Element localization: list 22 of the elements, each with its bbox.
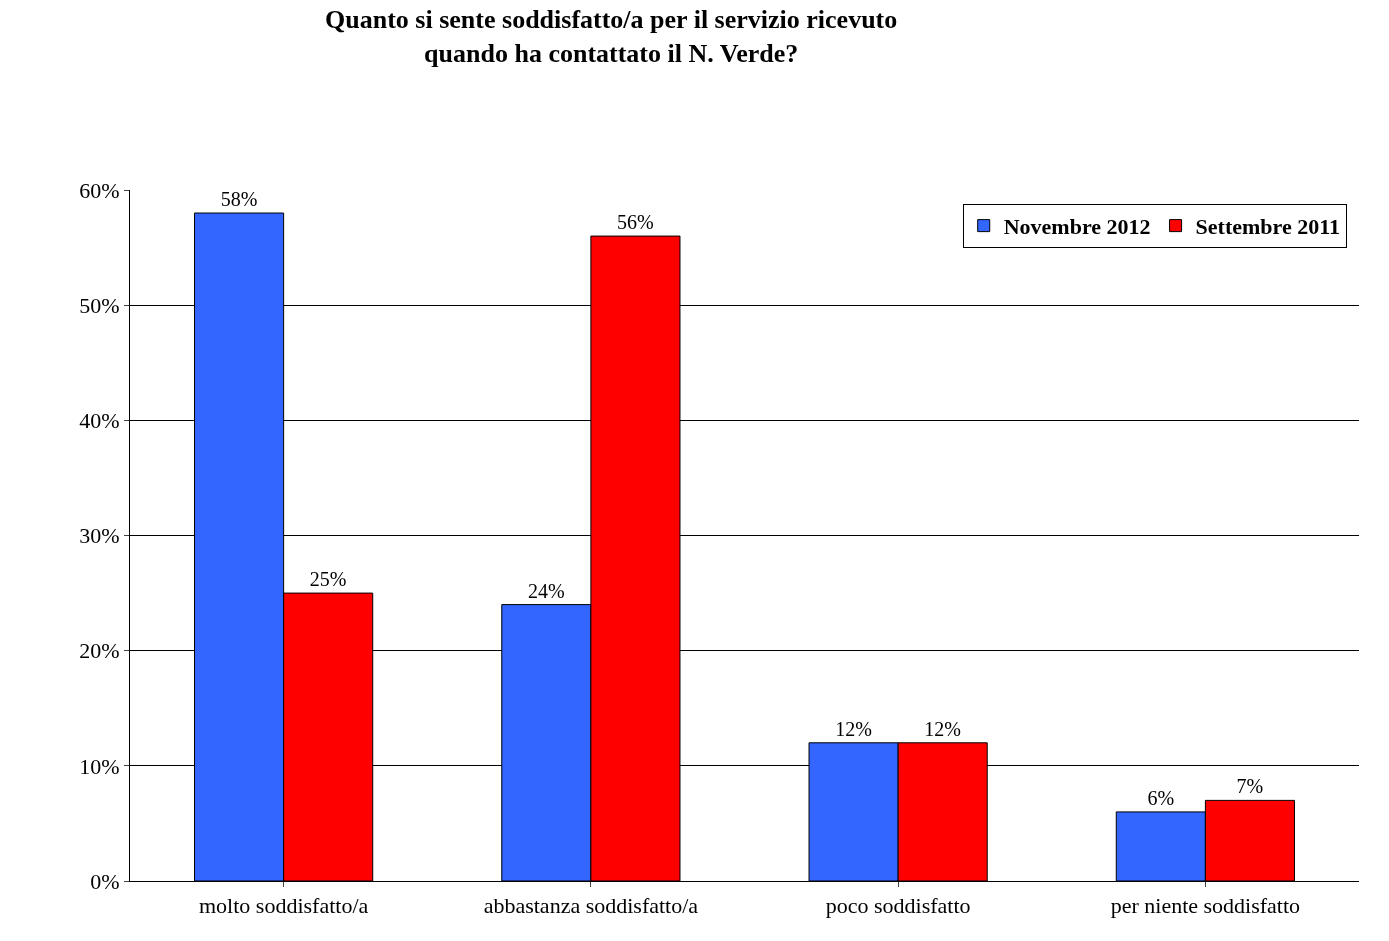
legend-label: Settembre 2011 xyxy=(1195,214,1340,240)
chart-title: Quanto si sente soddisfatto/a per il servizio ricevuto quando ha contattato il N. Verde? xyxy=(325,5,898,69)
y-tick-label: 10% xyxy=(79,753,120,779)
x-tick-label: poco soddisfatto xyxy=(825,893,971,919)
x-tick-label: abbastanza soddisfatto/a xyxy=(483,893,699,919)
y-tick-label: 40% xyxy=(79,408,120,434)
y-tick-label: 50% xyxy=(79,292,120,318)
data-label: 58% xyxy=(220,188,258,211)
y-tick-label: 30% xyxy=(79,523,120,549)
data-label: 12% xyxy=(835,717,872,740)
x-tick-label: molto soddisfatto/a xyxy=(199,893,369,919)
y-tick-label: 0% xyxy=(90,868,120,894)
legend-label: Novembre 2012 xyxy=(1003,214,1151,240)
data-label: 25% xyxy=(309,568,347,591)
data-label: 24% xyxy=(527,579,565,602)
data-label: 56% xyxy=(617,211,654,234)
data-label: 7% xyxy=(1236,775,1264,798)
y-tick-label: 20% xyxy=(79,638,120,664)
data-label: 6% xyxy=(1147,786,1175,809)
data-label: 12% xyxy=(924,717,962,740)
y-tick-label: 60% xyxy=(79,177,120,203)
x-tick-label: per niente soddisfatto xyxy=(1110,893,1301,919)
